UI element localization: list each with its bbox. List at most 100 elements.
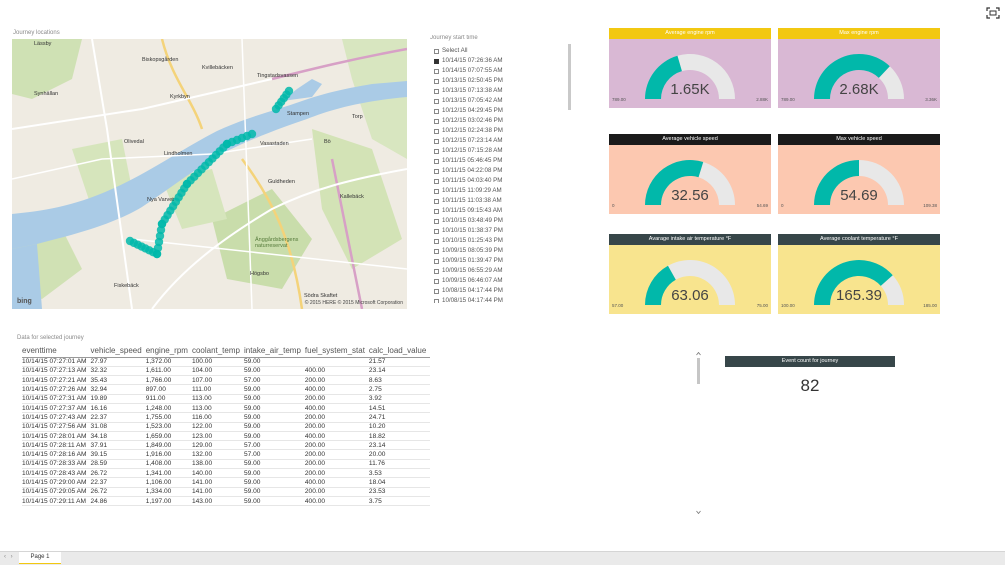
slicer-checkbox[interactable] [434, 118, 439, 124]
column-header-eventtime[interactable]: eventtime [22, 345, 91, 358]
table-cell: 24.86 [90, 496, 146, 507]
slicer-checkbox[interactable] [434, 108, 439, 114]
slicer-checkbox[interactable] [434, 198, 439, 204]
slicer-item[interactable]: 10/12/15 04:29:45 PM [434, 106, 560, 116]
column-header-calc-load-value[interactable]: calc_load_value [368, 345, 431, 358]
slicer-item[interactable]: 10/12/15 07:23:14 AM [434, 136, 560, 146]
map-label-kvillebacken: Kvillebäcken [202, 65, 233, 71]
column-header-fuel-system-stat[interactable]: fuel_system_stat [304, 345, 369, 358]
slicer-checkbox[interactable] [434, 188, 439, 194]
table-cell: 1,849.00 [145, 440, 192, 451]
slicer-checkbox[interactable] [434, 78, 439, 84]
column-header-vehicle-speed[interactable]: vehicle_speed [90, 345, 146, 358]
slicer-item-label: 10/13/15 02:50:45 PM [442, 77, 503, 84]
slicer-checkbox[interactable] [434, 298, 439, 303]
slicer-checkbox[interactable] [434, 68, 439, 74]
slicer-checkbox[interactable] [434, 228, 439, 234]
slicer-item[interactable]: 10/12/15 03:02:46 PM [434, 116, 560, 126]
slicer-item-label: 10/09/15 06:55:29 AM [442, 267, 503, 274]
slicer-item[interactable]: 10/11/15 05:46:45 PM [434, 156, 560, 166]
slicer-item[interactable]: 10/11/15 09:15:43 AM [434, 206, 560, 216]
slicer-item[interactable]: 10/09/15 08:05:39 PM [434, 246, 560, 256]
table-cell: 14.51 [368, 403, 431, 414]
slicer-checkbox[interactable] [434, 58, 439, 64]
slicer-checkbox[interactable] [434, 128, 439, 134]
slicer-item[interactable]: 10/13/15 02:50:45 PM [434, 76, 560, 86]
slicer-item[interactable]: 10/14/15 07:07:55 AM [434, 66, 560, 76]
slicer-select-all[interactable]: Select All [434, 46, 560, 56]
slicer-checkbox[interactable] [434, 88, 439, 94]
gauge-body: 165.39 100.00 185.00 [778, 245, 940, 314]
slicer-item[interactable]: 10/12/15 02:24:38 PM [434, 126, 560, 136]
slicer-checkbox[interactable] [434, 248, 439, 254]
slicer-item[interactable]: 10/11/15 11:03:38 AM [434, 196, 560, 206]
table-row: 10/14/15 07:27:37 AM 16.16 1,248.00 113.00 5… [22, 403, 431, 414]
gauge-card-avg-engine-rpm[interactable]: Average engine rpm 1.65K 789.00 2.88K [609, 28, 771, 108]
gauge-card-avg-intake-air-temp[interactable]: Avarage intake air temperature °F 63.06 57… [609, 234, 771, 314]
gauge-card-avg-vehicle-speed[interactable]: Average vehicle speed 32.56 0 54.69 [609, 134, 771, 214]
prev-page-icon[interactable]: ‹ [4, 554, 6, 560]
gauge-card-max-vehicle-speed[interactable]: Max vehicle speed 54.69 0 109.38 [778, 134, 940, 214]
map-label-torp: Torp [352, 114, 363, 120]
column-header-intake-air-temp[interactable]: intake_air_temp [243, 345, 305, 358]
tab-page-1[interactable]: Page 1 [19, 552, 61, 564]
table-cell: 21.57 [368, 357, 431, 367]
slicer-item[interactable]: 10/08/15 04:17:44 PM [434, 296, 560, 303]
table-cell: 34.18 [90, 431, 146, 442]
map-copyright: © 2015 HERE © 2015 Microsoft Corporation [304, 300, 403, 306]
table-cell: 27.97 [90, 357, 146, 367]
column-header-coolant-temp[interactable]: coolant_temp [191, 345, 244, 358]
table-title: Data for selected journey [17, 335, 84, 341]
slicer-checkbox[interactable] [434, 278, 439, 284]
slicer-checkbox[interactable] [434, 98, 439, 104]
slicer-item[interactable]: 10/11/15 04:03:40 PM [434, 176, 560, 186]
gauge-card-avg-coolant-temp[interactable]: Average coolant temperature °F 165.39 100.… [778, 234, 940, 314]
slicer-item[interactable]: 10/11/15 04:22:08 PM [434, 166, 560, 176]
slicer-checkbox[interactable] [434, 178, 439, 184]
slicer-checkbox[interactable] [434, 48, 439, 54]
journey-map[interactable]: Lässby Biskopsgården Kvillebäcken Tingstads… [12, 39, 407, 309]
table-cell: 100.00 [191, 357, 244, 367]
slicer-item[interactable]: 10/12/15 07:15:28 AM [434, 146, 560, 156]
slicer-item[interactable]: 10/09/15 06:46:07 AM [434, 276, 560, 286]
slicer-item[interactable]: 10/13/15 07:13:38 AM [434, 86, 560, 96]
route-point[interactable] [284, 86, 294, 96]
table-scrollbar[interactable] [696, 352, 701, 514]
slicer-checkbox[interactable] [434, 148, 439, 154]
slicer-checkbox[interactable] [434, 288, 439, 294]
slicer-item-label: 10/10/15 01:38:37 PM [442, 227, 503, 234]
focus-mode-icon[interactable] [986, 7, 1000, 19]
slicer-checkbox[interactable] [434, 168, 439, 174]
slicer-item-label: 10/12/15 04:29:45 PM [442, 107, 503, 114]
slicer-item[interactable]: 10/10/15 01:25:43 PM [434, 236, 560, 246]
table-cell: 35.43 [90, 375, 146, 386]
table-row: 10/14/15 07:27:01 AM 27.97 1,372.00 100.00 5… [22, 357, 431, 367]
slicer-item[interactable]: 10/08/15 04:17:44 PM [434, 286, 560, 296]
slicer-item[interactable]: 10/09/15 06:55:29 AM [434, 266, 560, 276]
gauge-value: 165.39 [836, 287, 882, 304]
slicer-checkbox[interactable] [434, 238, 439, 244]
slicer-item[interactable]: 10/10/15 03:48:49 PM [434, 216, 560, 226]
gauge-card-max-engine-rpm[interactable]: Max engine rpm 2.68K 789.00 3.36K [778, 28, 940, 108]
slicer-checkbox[interactable] [434, 218, 439, 224]
slicer-checkbox[interactable] [434, 258, 439, 264]
table-cell: 3.53 [368, 468, 431, 479]
table-cell: 1,106.00 [145, 477, 192, 488]
slicer-checkbox[interactable] [434, 138, 439, 144]
slicer-checkbox[interactable] [434, 268, 439, 274]
slicer-item[interactable]: 10/13/15 07:05:42 AM [434, 96, 560, 106]
table-cell: 132.00 [191, 449, 244, 460]
slicer-item[interactable]: 10/10/15 01:38:37 PM [434, 226, 560, 236]
route-point[interactable] [247, 129, 257, 139]
slicer-checkbox[interactable] [434, 158, 439, 164]
slicer-item[interactable]: 10/11/15 11:09:29 AM [434, 186, 560, 196]
next-page-icon[interactable]: › [10, 554, 13, 560]
table-cell: 3.92 [368, 394, 431, 405]
slicer-item[interactable]: 10/14/15 07:26:36 AM [434, 56, 560, 66]
slicer-item[interactable]: 10/09/15 01:39:47 PM [434, 256, 560, 266]
column-header-engine-rpm[interactable]: engine_rpm [145, 345, 192, 358]
table-cell: 10/14/15 07:29:11 AM [22, 496, 91, 507]
table-cell: 107.00 [191, 375, 244, 386]
slicer-checkbox[interactable] [434, 208, 439, 214]
slicer-scrollbar[interactable] [568, 44, 571, 110]
